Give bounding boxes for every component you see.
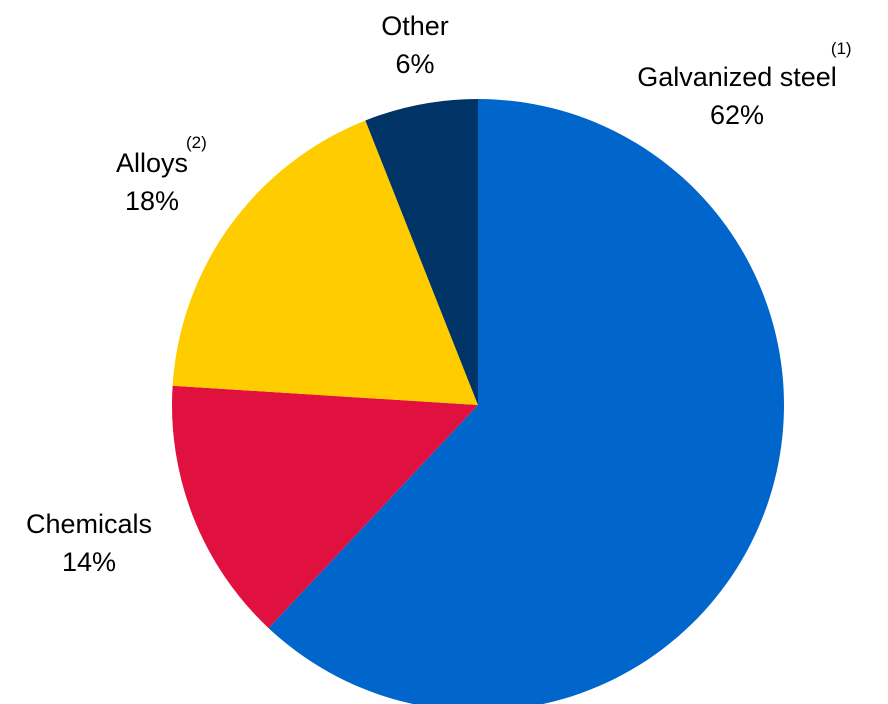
slice-value: 18% [124,186,180,216]
slice-value: 62% [709,100,765,130]
pie-slice-alloys [172,120,478,405]
pie-slice-galvanized-steel [268,99,784,704]
slice-name: Chemicals [25,509,153,539]
pie-slice-other [365,99,478,405]
slice-name: Alloys [115,148,189,178]
slice-label-alloys: Alloys (2) 18% [115,133,207,220]
slice-label-other: Other 6% [381,7,449,83]
slice-value: 14% [61,547,117,577]
footnote-marker: (1) [830,39,852,58]
slice-label-chemicals: Chemicals 14% [26,505,152,581]
slice-name: Galvanized steel [637,62,837,92]
footnote-marker: (2) [186,133,207,152]
slice-label-galvanized-steel: Galvanized steel (1) 62% [637,39,851,134]
slice-name: Other [381,11,449,41]
pie-slice-chemicals [172,385,478,629]
slice-value: 6% [395,49,435,79]
